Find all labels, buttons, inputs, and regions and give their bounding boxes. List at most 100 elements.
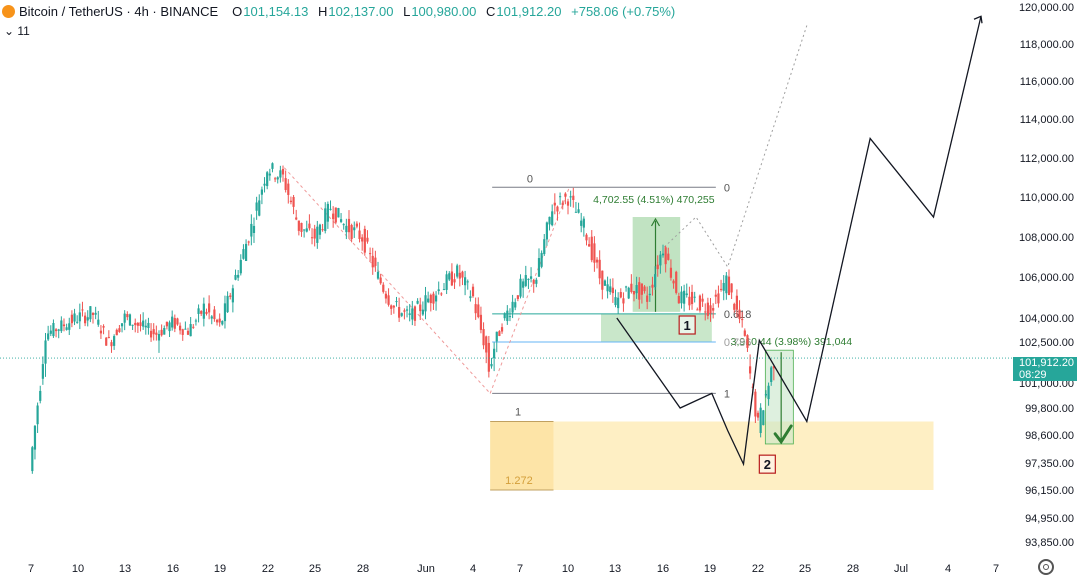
fib2-level-label: 1 [515, 407, 521, 419]
candle-body [664, 247, 667, 265]
y-axis-tick-label: 114,000.00 [1020, 114, 1074, 126]
x-axis-tick-label: 25 [799, 563, 811, 575]
measure-box-1 [632, 217, 681, 312]
fib-level-label: 0.786 [724, 337, 752, 349]
candle-body [669, 267, 673, 278]
candle-body [611, 287, 614, 294]
candle-body [244, 243, 248, 261]
indicator-toggle[interactable]: ⌄ 11 [4, 24, 30, 38]
x-axis-tick-label: Jun [417, 563, 435, 575]
candle-body [33, 425, 37, 450]
candle-body [345, 225, 348, 233]
candle-body [102, 326, 105, 328]
candle-body [70, 314, 74, 324]
candle-body [39, 390, 42, 401]
candle-body [147, 322, 150, 329]
symbol-title[interactable]: Bitcoin / TetherUS · 4h · BINANCE [19, 3, 219, 19]
candle-body [260, 189, 264, 195]
candle-body [437, 289, 440, 292]
candle-body [529, 276, 533, 279]
candle-body [247, 241, 250, 243]
candle-body [105, 337, 108, 346]
candle-body [516, 295, 519, 299]
candle-body [339, 219, 343, 222]
candle-body [68, 323, 71, 330]
candle-body [419, 304, 422, 312]
candle-body [139, 322, 142, 327]
checkmark-icon [773, 424, 793, 445]
settings-gear-icon[interactable] [1038, 559, 1054, 575]
candle-body [738, 309, 741, 319]
candle-body [118, 328, 121, 332]
candle-body [601, 270, 604, 290]
candle-body [609, 286, 612, 293]
candle-body [266, 172, 269, 187]
candle-body [487, 342, 490, 372]
candle-body [640, 283, 644, 295]
candle-body [466, 281, 469, 283]
candle-body [622, 298, 625, 304]
low-value: 100,980.00 [411, 3, 477, 19]
candle-body [62, 324, 66, 327]
candle-body [667, 253, 670, 260]
y-axis-tick-label: 120,000.00 [1019, 2, 1074, 14]
ohlc-values: O101,154.13 H102,137.00 L100,980.00 C101… [226, 4, 675, 19]
candle-body [646, 295, 649, 302]
candle-body [226, 295, 229, 313]
y-axis-tick-label: 96,150.00 [1025, 485, 1074, 497]
y-axis-tick-label: 112,000.00 [1020, 153, 1074, 165]
candle-body [696, 309, 699, 311]
y-axis-tick-label: 116,000.00 [1020, 76, 1074, 88]
candle-body [527, 278, 530, 280]
target-zone-yellow [490, 421, 934, 490]
x-axis-tick-label: 13 [119, 563, 131, 575]
x-axis-tick-label: 28 [847, 563, 859, 575]
candle-body [746, 335, 749, 348]
candle-body [506, 310, 509, 322]
candle-body [271, 163, 274, 169]
zone-label-2: 2 [764, 457, 771, 472]
candle-body [582, 218, 585, 228]
candle-body [258, 200, 261, 216]
candle-body [448, 273, 451, 280]
candle-body [295, 217, 298, 220]
candle-body [97, 319, 100, 325]
x-axis-tick-label: 7 [28, 563, 34, 575]
y-axis-tick-label: 106,000.00 [1019, 272, 1074, 284]
open-value: 101,154.13 [243, 3, 309, 19]
high-label: H [318, 3, 328, 19]
candle-body [537, 258, 541, 277]
candle-body [553, 202, 556, 206]
y-axis-tick-label: 97,350.00 [1025, 458, 1074, 470]
candle-body [144, 325, 147, 328]
candle-body [614, 297, 617, 306]
y-axis-tick-label: 118,000.00 [1020, 39, 1074, 51]
candle-body [672, 280, 675, 284]
candle-body [329, 208, 332, 210]
candle-body [382, 284, 385, 292]
x-axis-tick-label: 10 [562, 563, 574, 575]
candle-body [231, 288, 234, 303]
y-axis-tick-label: 102,500.00 [1019, 337, 1074, 349]
y-axis-tick-label: 98,600.00 [1025, 430, 1074, 442]
candle-body [355, 223, 359, 227]
indicator-count: 11 [17, 24, 30, 38]
candle-body [163, 328, 166, 335]
candle-body [384, 293, 388, 299]
candle-body [342, 224, 345, 226]
candle-body [221, 321, 224, 325]
candle-body [522, 281, 525, 288]
candle-body [332, 213, 335, 220]
candle-body [540, 252, 543, 267]
candle-body [160, 329, 163, 336]
candle-body [91, 313, 95, 315]
x-axis-tick-label: 28 [357, 563, 369, 575]
x-axis-tick-label: 22 [262, 563, 274, 575]
candle-body [210, 316, 213, 319]
candle-body [558, 196, 562, 198]
candle-body [268, 173, 271, 176]
candle-body [313, 228, 316, 239]
candle-body [41, 364, 44, 379]
